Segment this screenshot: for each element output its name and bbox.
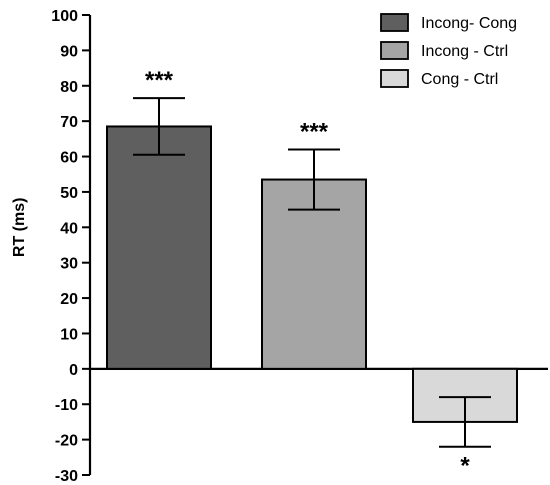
y-tick-label: 40 (60, 220, 78, 237)
y-tick-label: 90 (60, 43, 78, 60)
bars-layer (106, 125, 518, 423)
bar-2 (261, 178, 367, 370)
legend-label-2: Incong - Ctrl (421, 43, 508, 60)
y-axis-title: RT (ms) (11, 198, 28, 258)
legend-swatch-1 (380, 13, 409, 32)
y-tick-label: -10 (55, 397, 78, 414)
y-tick-label: 30 (60, 256, 78, 273)
y-tick-label: 60 (60, 150, 78, 167)
y-tick-label: 100 (51, 8, 78, 25)
significance-label-2: *** (300, 118, 329, 145)
y-tick-label: 0 (69, 362, 78, 379)
y-tick-label: 10 (60, 326, 78, 343)
legend-swatch-2 (380, 41, 409, 60)
significance-layer: ******* (145, 67, 470, 480)
y-tick-label: 80 (60, 79, 78, 96)
significance-label-1: *** (145, 67, 174, 94)
y-tick-label: -30 (55, 468, 78, 485)
error-bars-layer (133, 97, 491, 448)
y-tick-label: 20 (60, 291, 78, 308)
legend: Incong- Cong Incong - Ctrl Cong - Ctrl (380, 13, 517, 88)
legend-label-1: Incong- Cong (421, 15, 517, 32)
significance-label-3: * (460, 453, 470, 480)
y-tick-label: 70 (60, 114, 78, 131)
y-tick-label: 50 (60, 185, 78, 202)
legend-label-3: Cong - Ctrl (421, 71, 498, 88)
y-tick-label: -20 (55, 433, 78, 450)
legend-swatch-3 (380, 69, 409, 88)
bar-1 (106, 125, 212, 370)
